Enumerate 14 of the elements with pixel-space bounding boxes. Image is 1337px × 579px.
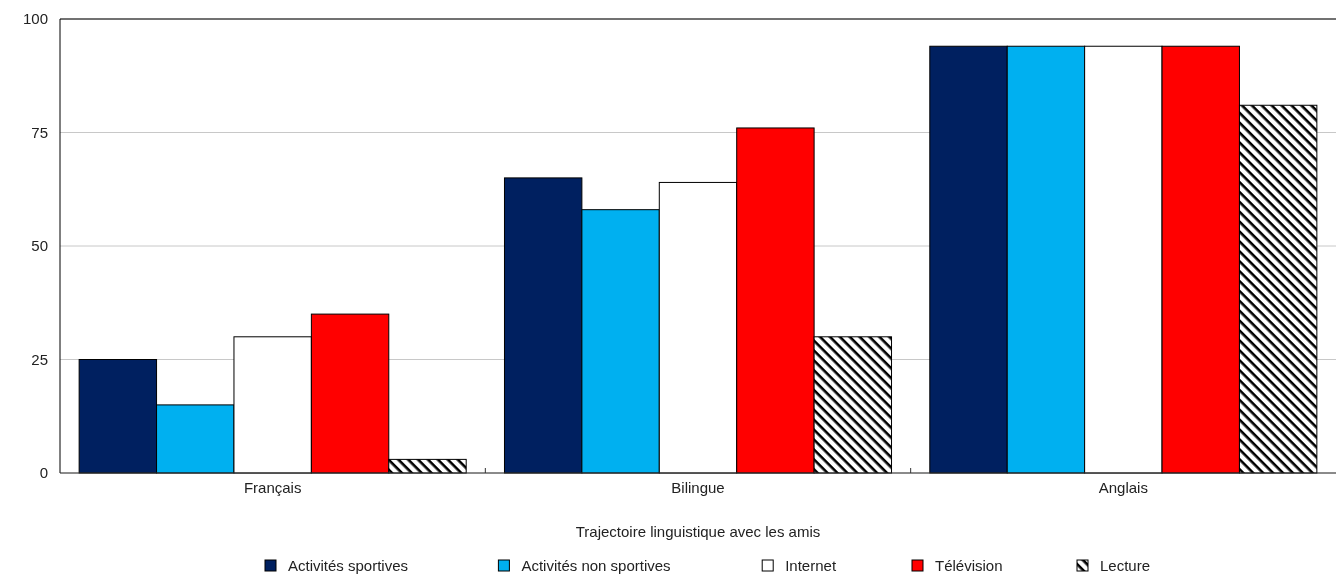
legend-label: Internet (785, 557, 837, 574)
y-tick-label: 75 (31, 123, 48, 141)
legend-label: Lecture (1100, 557, 1151, 574)
y-tick-label: 0 (39, 464, 48, 482)
y-tick-label: 25 (31, 350, 48, 368)
y-tick-label: 50 (31, 237, 48, 255)
x-tick-label: Bilingue (671, 479, 725, 496)
x-axis-title: Trajectoire linguistique avec les amis (575, 523, 821, 540)
legend-label: Activités sportives (288, 557, 409, 574)
legend-label: Activités non sportives (521, 557, 671, 574)
legend-label: Télévision (935, 557, 1003, 574)
x-tick-label: Français (243, 479, 302, 496)
y-tick-label: 100 (22, 10, 48, 28)
x-tick-label: Anglais (1098, 479, 1148, 496)
